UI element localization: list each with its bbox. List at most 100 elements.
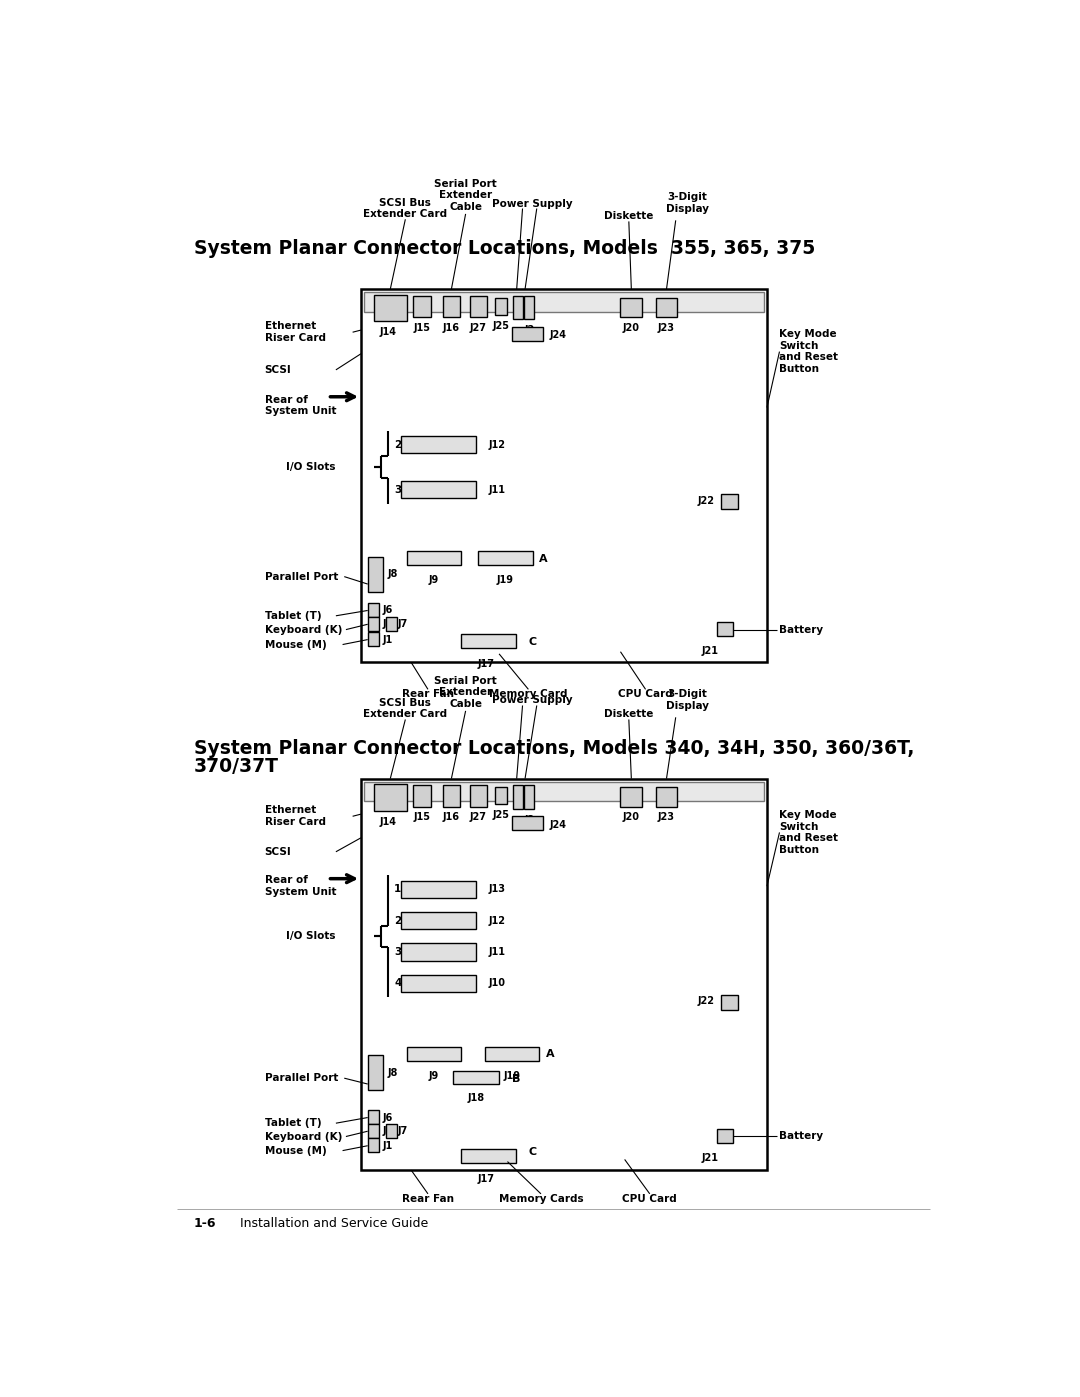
Text: C: C — [528, 637, 537, 647]
Text: Diskette: Diskette — [604, 710, 653, 719]
Text: J15: J15 — [414, 813, 431, 823]
Text: Power Supply: Power Supply — [492, 696, 572, 705]
Text: J22: J22 — [698, 496, 714, 506]
Text: Rear of
System Unit: Rear of System Unit — [265, 394, 336, 416]
Bar — [401, 436, 476, 454]
Text: CPU Card: CPU Card — [618, 689, 673, 700]
Text: Tablet (T): Tablet (T) — [265, 1118, 322, 1129]
Text: Parallel Port: Parallel Port — [265, 1073, 338, 1083]
Bar — [401, 481, 476, 499]
Bar — [524, 296, 535, 320]
Text: I/O Slots: I/O Slots — [286, 932, 336, 942]
Text: 2: 2 — [394, 440, 402, 450]
Bar — [512, 327, 543, 341]
Bar — [387, 616, 397, 630]
Text: Memory Card: Memory Card — [489, 689, 568, 700]
Text: J20: J20 — [623, 323, 639, 332]
Bar — [470, 785, 486, 806]
Text: J12: J12 — [489, 440, 505, 450]
Text: 3: 3 — [394, 947, 402, 957]
Bar — [512, 816, 543, 830]
Bar — [461, 1148, 516, 1162]
Text: J24: J24 — [550, 331, 566, 341]
Text: J1: J1 — [382, 634, 393, 644]
Bar — [717, 622, 733, 636]
Text: 3: 3 — [394, 485, 402, 495]
Text: J21: J21 — [702, 1153, 718, 1162]
Text: J24: J24 — [550, 820, 566, 830]
Bar — [401, 882, 476, 898]
Bar — [367, 1111, 379, 1125]
Text: Serial Port
Extender
Cable: Serial Port Extender Cable — [434, 676, 497, 708]
Text: Memory Cards: Memory Cards — [499, 1194, 583, 1204]
Text: 370/37T: 370/37T — [193, 757, 279, 777]
Text: J2: J2 — [525, 814, 536, 824]
Text: Parallel Port: Parallel Port — [265, 571, 338, 581]
Bar — [367, 557, 382, 591]
Text: J7: J7 — [397, 1126, 408, 1136]
Text: A: A — [545, 1049, 554, 1059]
Bar — [367, 1123, 379, 1137]
Bar — [401, 975, 476, 992]
Text: J14: J14 — [379, 817, 396, 827]
Bar — [721, 495, 738, 510]
Bar — [364, 782, 764, 802]
Text: Key Mode
Switch
and Reset
Button: Key Mode Switch and Reset Button — [780, 330, 838, 374]
Bar — [443, 296, 460, 317]
Text: Battery: Battery — [780, 624, 824, 634]
Bar — [361, 289, 767, 662]
Text: J8: J8 — [388, 570, 399, 580]
Text: Ethernet
Riser Card: Ethernet Riser Card — [265, 806, 326, 827]
Text: J9: J9 — [429, 576, 438, 585]
Text: J16: J16 — [443, 813, 460, 823]
Text: System Planar Connector Locations, Models  355, 365, 375: System Planar Connector Locations, Model… — [193, 239, 814, 258]
Bar — [401, 912, 476, 929]
Text: Battery: Battery — [780, 1132, 824, 1141]
Text: Keyboard (K): Keyboard (K) — [265, 624, 342, 634]
Bar — [656, 298, 677, 317]
Bar — [513, 785, 524, 809]
Bar — [454, 1071, 499, 1084]
Text: CPU Card: CPU Card — [622, 1194, 677, 1204]
Bar — [656, 788, 677, 806]
Text: J14: J14 — [379, 327, 396, 337]
Text: J18: J18 — [467, 1092, 484, 1104]
Bar — [461, 634, 516, 648]
Bar — [495, 788, 507, 805]
Bar — [524, 785, 535, 809]
Text: Rear Fan: Rear Fan — [402, 1194, 454, 1204]
Text: Power Supply: Power Supply — [492, 198, 572, 208]
Text: Installation and Service Guide: Installation and Service Guide — [240, 1217, 428, 1231]
Bar — [367, 1056, 382, 1090]
Text: J5: J5 — [382, 619, 393, 629]
Bar — [721, 995, 738, 1010]
Bar — [485, 1046, 539, 1060]
Text: Tablet (T): Tablet (T) — [265, 610, 322, 620]
Text: Serial Port
Extender
Cable: Serial Port Extender Cable — [434, 179, 497, 212]
Text: Rear of
System Unit: Rear of System Unit — [265, 876, 336, 897]
Text: 1-6: 1-6 — [193, 1217, 216, 1231]
Text: J12: J12 — [489, 916, 505, 926]
Bar — [374, 295, 407, 321]
Text: J10: J10 — [489, 978, 505, 989]
Text: J6: J6 — [382, 1112, 393, 1123]
Text: J25: J25 — [492, 810, 510, 820]
Text: J16: J16 — [443, 323, 460, 332]
Text: J8: J8 — [388, 1067, 399, 1077]
Text: J11: J11 — [489, 947, 505, 957]
Bar — [367, 631, 379, 645]
Text: 2: 2 — [394, 916, 402, 926]
Text: SCSI Bus
Extender Card: SCSI Bus Extender Card — [363, 197, 447, 219]
Text: J22: J22 — [698, 996, 714, 1006]
Bar — [620, 298, 643, 317]
Text: J19: J19 — [497, 576, 513, 585]
Bar — [470, 296, 486, 317]
Bar — [387, 1123, 397, 1137]
Text: 1: 1 — [394, 884, 402, 894]
Text: J5: J5 — [382, 1126, 393, 1136]
Text: SCSI: SCSI — [265, 365, 292, 374]
Text: J17: J17 — [478, 658, 495, 669]
Text: SCSI: SCSI — [265, 847, 292, 856]
Text: J7: J7 — [397, 619, 408, 629]
Text: J1: J1 — [382, 1141, 393, 1151]
